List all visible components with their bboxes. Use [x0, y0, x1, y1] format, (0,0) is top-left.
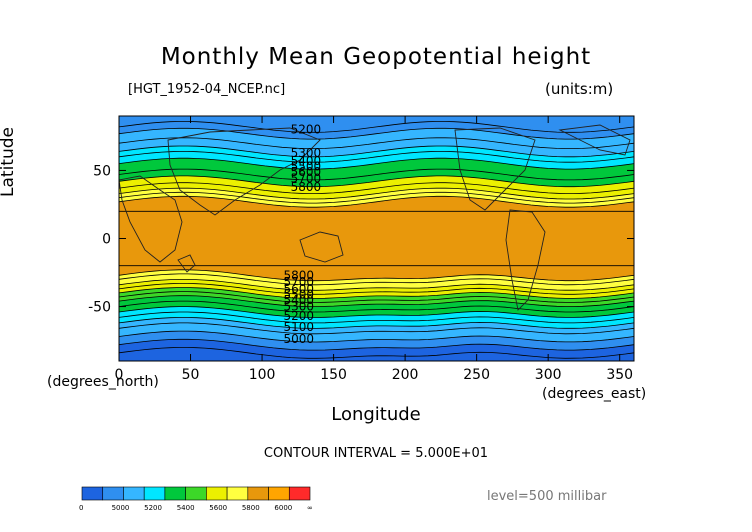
contour-lines [118, 121, 635, 359]
colorbar-label: 5200 [144, 504, 162, 512]
y-tick-label: 50 [93, 163, 111, 179]
contour-line-18 [118, 291, 635, 303]
contour-line-23 [118, 191, 635, 204]
contour-line-28 [118, 121, 635, 133]
contour-line-8 [118, 195, 635, 208]
colorbar-swatch-7 [226, 486, 249, 501]
contour-label: 5100 [284, 320, 315, 334]
contour-label: 5500 [284, 287, 315, 301]
contour-label: 5500 [291, 159, 322, 173]
x-tick-label: 50 [182, 367, 200, 383]
contour-line-1 [118, 330, 635, 343]
colorbar-label: 5400 [176, 504, 195, 512]
contour-line-24 [118, 182, 635, 194]
fill-bands [119, 116, 634, 361]
x-tick-label: 200 [392, 367, 419, 383]
fill-band-13 [119, 128, 634, 157]
contour-interval-label: CONTOUR INTERVAL = 5.000E+01 [263, 446, 489, 461]
colorbar-swatch-8 [247, 486, 269, 501]
fill-band-6 [119, 279, 634, 299]
contour-label: 5800 [291, 180, 322, 194]
contour-line-16 [118, 311, 635, 324]
colorbar-label: 6000 [274, 504, 293, 512]
contour-label: 5200 [284, 309, 315, 323]
contour-line-11 [118, 157, 635, 170]
colorbar-swatch-10 [288, 486, 311, 501]
contour-line-12 [118, 145, 635, 158]
contour-line-4 [118, 295, 635, 307]
coastlines [118, 124, 631, 311]
colorbar-swatch-3 [143, 486, 166, 501]
contour-line-10 [118, 175, 635, 188]
contour-line-7 [118, 269, 635, 282]
colorbar-swatch-4 [164, 486, 186, 501]
colorbar-swatch-0 [81, 486, 104, 501]
y-axis-label: Latitude [0, 127, 18, 197]
x-tick-label: 350 [606, 367, 633, 383]
fill-band-5 [119, 287, 634, 307]
contour-line-5 [118, 287, 635, 299]
x-unit-label: (degrees_east) [542, 386, 647, 402]
y-unit-label: (degrees_north) [47, 374, 159, 390]
colorbar-label: 0 [79, 504, 84, 512]
contour-line-9 [118, 187, 635, 200]
x-tick-label: 250 [463, 367, 490, 383]
x-tick-label: 150 [320, 367, 347, 383]
contour-label: 5300 [291, 146, 322, 160]
x-tick-label: 100 [249, 367, 276, 383]
contour-line-6 [118, 279, 635, 291]
contour-label: 5600 [291, 165, 322, 179]
x-ticks [118, 116, 621, 361]
contour-line-17 [118, 300, 635, 313]
contour-line-0 [118, 338, 635, 351]
colorbar-swatch-6 [206, 486, 228, 501]
contour-line-2 [118, 317, 635, 329]
contour-label: 5800 [284, 268, 315, 282]
contour-label: 5700 [291, 172, 322, 186]
fill-band-11 [119, 158, 634, 187]
y-ticks [119, 169, 634, 308]
x-tick-label: 300 [535, 367, 562, 383]
y-tick-label: 0 [102, 232, 111, 248]
contour-line-27 [118, 137, 635, 149]
x-tick-label: 0 [115, 367, 124, 383]
contour-label: 5000 [284, 332, 315, 346]
colorbar-swatch-9 [268, 486, 290, 501]
contour-line-15 [118, 322, 635, 335]
source-file-label: [HGT_1952-04_NCEP.nc] [128, 82, 286, 97]
colorbar-label: 5800 [241, 504, 260, 512]
contour-label: 5600 [284, 282, 315, 296]
contour-label: 5400 [284, 293, 315, 307]
colorbar [81, 486, 311, 501]
colorbar-swatch-5 [185, 486, 207, 501]
x-axis-label: Longitude [331, 404, 421, 425]
colorbar-label: 5600 [209, 504, 228, 512]
contour-label: 5400 [291, 154, 322, 168]
chart-title: Monthly Mean Geopotential height [160, 44, 592, 70]
level-label: level=500 millibar [487, 489, 607, 504]
contour-line-20 [118, 273, 635, 286]
y-tick-label: -50 [88, 300, 111, 316]
fill-band-8 [119, 196, 634, 281]
tick-label-group: 0 50 100 150 200 250 300 350 50 0 -50 [88, 163, 633, 383]
contour-line-3 [118, 306, 635, 318]
contour-label-group: 5200530054005500560057005800580057005600… [284, 123, 322, 347]
contour-line-13 [118, 127, 635, 140]
colorbar-label: 5000 [111, 504, 130, 512]
colorbar-swatch-1 [102, 486, 124, 501]
contour-line-25 [118, 168, 635, 181]
contour-label: 5300 [284, 300, 315, 314]
colorbar-swatch-2 [123, 486, 145, 501]
contour-line-26 [118, 151, 635, 163]
contour-line-19 [118, 283, 635, 295]
contour-label: 5700 [284, 275, 315, 289]
colorbar-label: ∞ [307, 504, 313, 512]
units-label: (units:m) [545, 80, 614, 98]
contour-label: 5200 [291, 123, 322, 137]
